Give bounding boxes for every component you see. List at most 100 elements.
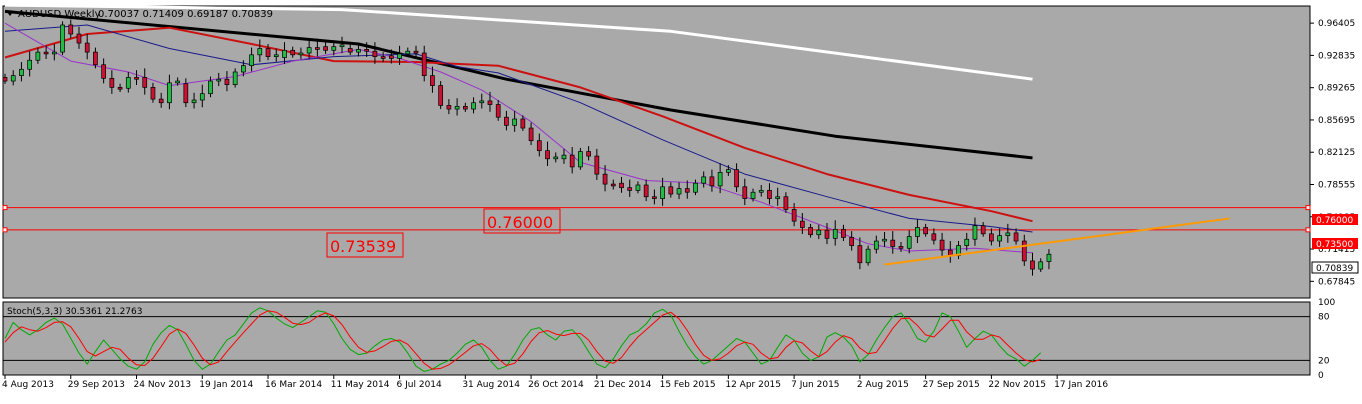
candle-body <box>882 238 887 242</box>
candle-body <box>980 225 986 235</box>
time-tick-label: 12 Apr 2015 <box>725 380 781 390</box>
candle-body <box>504 116 509 126</box>
stochastic-title: Stoch(5,3,3) 30.5361 21.2763 <box>7 307 142 317</box>
time-tick-label: 15 Feb 2015 <box>660 380 716 390</box>
candle-body <box>619 182 624 189</box>
candle-body <box>717 171 723 187</box>
time-tick-label: 2 Aug 2015 <box>857 380 909 390</box>
candle-body <box>742 186 748 199</box>
stochastic-tick-label: 0 <box>1318 371 1324 381</box>
candle-body <box>315 47 320 50</box>
time-tick-label: 29 Sep 2013 <box>68 380 125 390</box>
candle-body <box>997 235 1002 242</box>
chevron-down-icon[interactable] <box>7 12 13 16</box>
current-price-badge-text: 0.70839 <box>1316 264 1353 274</box>
price-tick-label: 0.85695 <box>1318 116 1355 126</box>
candle-body <box>356 49 361 53</box>
candle-body <box>569 154 575 168</box>
candle-body <box>43 51 49 55</box>
candle-body <box>824 229 830 239</box>
stochastic-tick-label: 100 <box>1318 298 1335 308</box>
candle-body <box>799 220 805 228</box>
candle-body <box>150 87 156 100</box>
candle-body <box>972 225 978 240</box>
candle-body <box>594 155 600 175</box>
candle-body <box>339 44 345 48</box>
candle-body <box>93 51 98 66</box>
price-tick-label: 0.71415 <box>1318 245 1355 255</box>
candle-body <box>915 227 920 237</box>
candle-body <box>257 48 263 56</box>
level-label-1: 0.76000 <box>487 213 553 232</box>
candle-body <box>323 46 328 51</box>
candle-body <box>380 56 386 59</box>
candle-body <box>84 42 90 53</box>
candle-body <box>873 240 879 250</box>
candle-body <box>1013 232 1019 242</box>
time-tick-label: 6 Jul 2014 <box>397 380 442 390</box>
candle-body <box>282 49 287 58</box>
stochastic-tick-label: 20 <box>1318 356 1330 366</box>
current-price-badge <box>1311 261 1359 274</box>
moving-average-line <box>4 26 1033 223</box>
trendline-layer <box>884 217 1230 266</box>
candle-body <box>783 196 789 210</box>
candle-body <box>208 80 213 95</box>
candle-body <box>709 176 715 187</box>
candle-body <box>175 80 180 84</box>
candle-body <box>512 118 517 126</box>
candle-body <box>76 33 82 44</box>
stochastic-line <box>4 307 1042 372</box>
candle-body <box>224 78 230 86</box>
price-tick-label: 0.67845 <box>1318 277 1355 287</box>
candle-body <box>643 184 649 198</box>
candle-body <box>421 52 427 76</box>
candle-body <box>19 68 24 76</box>
level-label-2: 0.73539 <box>330 237 396 256</box>
moving-average-line <box>4 22 1033 254</box>
candle-body <box>232 71 238 86</box>
candle-body <box>495 104 501 118</box>
candle-body <box>939 239 945 251</box>
candle-body <box>413 50 419 54</box>
candle-body <box>684 188 690 193</box>
stochastic-layer: 100 80 20 0 <box>3 298 1335 381</box>
candle-body <box>487 100 493 105</box>
time-tick-label: 31 Aug 2014 <box>462 380 520 390</box>
moving-average-line <box>4 3 1033 81</box>
level-label-box-1 <box>483 208 561 234</box>
candle-body <box>791 209 797 222</box>
candle-body <box>652 196 657 199</box>
level-anchor-handle <box>2 227 8 233</box>
candle-body <box>479 100 485 104</box>
time-tick-label: 11 May 2014 <box>331 380 390 390</box>
price-badge-076000-text: 0.76000 <box>1316 216 1353 226</box>
candle-body <box>964 238 970 246</box>
candle-body <box>241 65 246 73</box>
candle-body <box>446 105 452 110</box>
candle-body <box>898 246 904 249</box>
trendline <box>884 217 1230 266</box>
candle-body <box>841 228 846 238</box>
candle-body <box>10 75 16 82</box>
candle-body <box>758 190 764 193</box>
main-plot-area <box>2 5 1311 299</box>
chart-title: AUDUSD,Weekly <box>18 9 101 20</box>
candle-body <box>27 59 33 70</box>
candle-body <box>931 233 937 241</box>
candle-body <box>290 49 296 56</box>
time-tick-label: 4 Aug 2013 <box>2 380 54 390</box>
candle-body <box>668 186 674 195</box>
candle-body <box>602 173 608 185</box>
candle-body <box>249 54 254 67</box>
candle-body <box>775 196 781 199</box>
price-tick-label: 0.96405 <box>1318 19 1355 29</box>
candle-body <box>68 24 74 35</box>
ohlc-readout: 0.70037 0.71409 0.69187 0.70839 <box>98 9 273 20</box>
price-badge-073500 <box>1312 238 1358 249</box>
time-axis: 4 Aug 2013 29 Sep 2013 24 Nov 2013 19 Jan 2… <box>2 375 1108 390</box>
candle-body <box>923 227 928 235</box>
candles <box>2 19 1052 276</box>
moving-average-line <box>4 9 1033 160</box>
